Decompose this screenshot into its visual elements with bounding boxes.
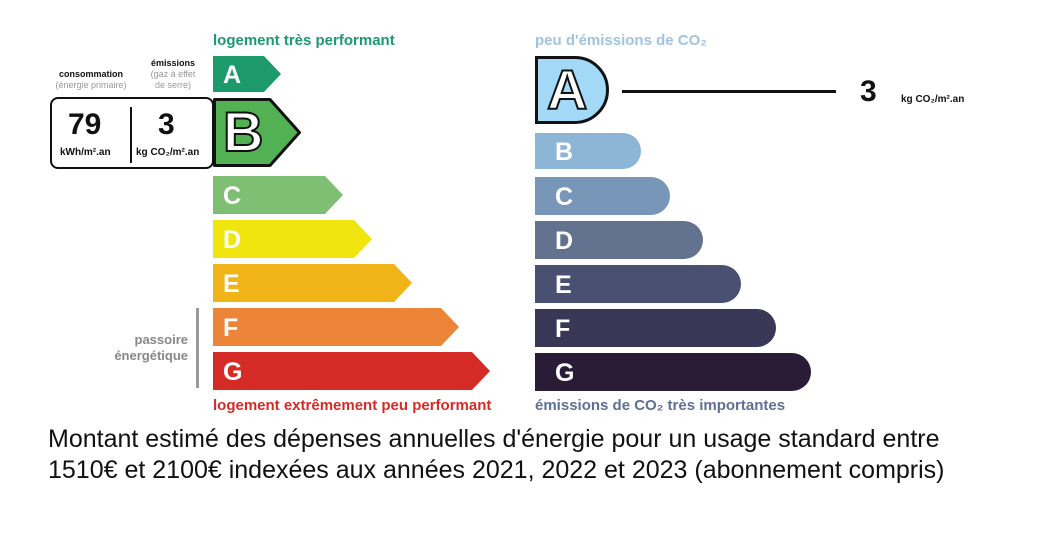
emissions-subtitle-1: (gaz à effet (150, 69, 196, 79)
energy-class-g-arrow (213, 352, 490, 390)
energy-class-a-arrow (213, 56, 281, 92)
energy-class-d: D (213, 220, 374, 258)
climate-class-e-shape (535, 265, 741, 303)
climate-class-d-letter: D (555, 226, 574, 255)
climate-class-d: D (535, 221, 703, 259)
climate-class-a-shape (535, 56, 609, 124)
emissions-value: 3 (158, 108, 175, 141)
passoire-label: passoire énergétique (96, 332, 188, 364)
climate-class-c: C (535, 177, 670, 215)
consumption-title: consommation (58, 69, 123, 79)
energy-bottom-label: logement extrêmement peu performant (213, 397, 492, 414)
energy-class-a: A (213, 56, 283, 92)
climate-class-c-shape (535, 177, 670, 215)
box-divider (130, 107, 132, 163)
energy-class-d-letter: D (223, 225, 242, 254)
energy-class-a-letter: A (223, 60, 242, 89)
estimated-cost-text: Montant estimé des dépenses annuelles d'… (48, 425, 945, 484)
climate-class-b-letter: B (555, 137, 574, 166)
climate-top-label: peu d'émissions de CO₂ (535, 32, 707, 49)
energy-class-e-letter: E (223, 269, 240, 298)
climate-class-c-letter: C (555, 182, 574, 211)
energy-class-g: G (213, 352, 492, 390)
climate-class-g-shape (535, 353, 811, 391)
energy-class-e-arrow (213, 264, 412, 302)
energy-class-e: E (213, 264, 414, 302)
energy-class-c-letter: C (223, 181, 242, 210)
energy-top-label: logement très performant (213, 32, 395, 49)
consumption-value: 79 (68, 108, 102, 141)
climate-class-e: E (535, 265, 741, 303)
emissions-title: émissions (150, 58, 196, 68)
climate-class-a: A (535, 56, 609, 124)
climate-class-b: B (535, 133, 641, 169)
consumption-unit: kWh/m².an (60, 147, 111, 158)
energy-class-g-letter: G (223, 357, 243, 386)
climate-class-f-shape (535, 309, 776, 347)
climate-unit: kg CO₂/m².an (901, 94, 965, 105)
passoire-line1: passoire (134, 332, 188, 347)
energy-class-f-arrow (213, 308, 459, 346)
consumption-heading: consommation (énergie primaire) (50, 69, 132, 91)
passoire-bracket (196, 308, 199, 388)
climate-class-b-shape (535, 133, 641, 169)
climate-class-g-letter: G (555, 358, 575, 387)
climate-pointer-line (622, 90, 836, 93)
energy-class-b: B (213, 98, 303, 167)
energy-class-d-arrow (213, 220, 372, 258)
climate-bottom-label: émissions de CO₂ très importantes (535, 397, 786, 414)
energy-class-f: F (213, 308, 461, 346)
climate-class-g: G (535, 353, 811, 391)
climate-class-f: F (535, 309, 776, 347)
energy-class-b-letter: B (222, 100, 264, 163)
emissions-heading: émissions (gaz à effet de serre) (140, 58, 206, 91)
energy-class-b-arrow (213, 98, 301, 167)
consumption-subtitle: (énergie primaire) (55, 80, 127, 90)
emissions-subtitle-2: de serre) (154, 80, 191, 90)
climate-class-f-letter: F (555, 314, 571, 343)
climate-class-e-letter: E (555, 270, 572, 299)
climate-class-d-shape (535, 221, 703, 259)
energy-class-c: C (213, 176, 345, 214)
passoire-line2: énergétique (114, 348, 188, 363)
energy-class-c-arrow (213, 176, 343, 214)
climate-value: 3 (860, 75, 877, 108)
energy-value-box: 79 kWh/m².an 3 kg CO₂/m².an (50, 97, 214, 169)
climate-class-a-letter: A (546, 58, 588, 121)
emissions-unit: kg CO₂/m².an (136, 147, 200, 158)
energy-class-f-letter: F (223, 313, 239, 342)
